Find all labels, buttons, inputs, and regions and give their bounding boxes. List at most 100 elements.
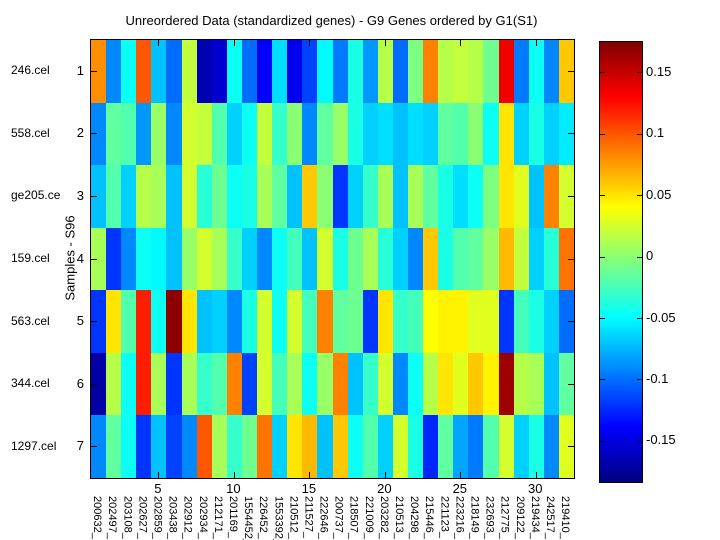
y-axis-tick [91,446,97,448]
heatmap-cell [513,227,529,291]
heatmap-cell [211,227,227,291]
colorbar-tick-label: -0.1 [646,370,669,386]
heatmap-cell [272,415,288,478]
heatmap-cell [272,165,288,228]
y-axis-tick [91,133,97,135]
x-axis-tick [460,472,462,478]
y-axis-tick [91,258,97,260]
heatmap-cell [407,227,424,291]
gene-label: 226452_ [257,496,270,539]
heatmap-cell [513,352,529,416]
heatmap-cell [423,227,439,291]
heatmap-cell [196,102,212,166]
heatmap-cell [513,40,529,103]
heatmap-cell [317,352,333,416]
heatmap-cell [151,290,167,353]
heatmap-cell [151,352,167,416]
gene-label: 210513_ [393,496,406,539]
colorbar-tick [637,195,642,197]
heatmap-cell [181,290,197,353]
y-axis-tick [91,383,97,385]
colorbar-gradient [600,42,642,482]
heatmap-cell [91,415,107,478]
heatmap-cell [287,290,303,353]
heatmap-cell [302,415,318,478]
x-tick-label: 10 [226,481,241,496]
heatmap-cell [166,290,182,353]
heatmap-cell [438,40,454,103]
heatmap-cell [543,165,559,228]
row-tick-label: 4 [76,250,84,266]
heatmap-cell [106,102,122,166]
gene-label: 242517_ [543,496,556,539]
x-axis-tick [309,40,311,46]
heatmap-cell [211,415,227,478]
heatmap-cell [332,102,348,166]
gene-label: 1554452_ [242,496,255,540]
y-axis-tick [568,195,574,197]
gene-label: 202497_ [106,496,119,539]
heatmap-cell [332,415,348,478]
colorbar-tick-label: 0 [646,248,654,264]
heatmap-cell [106,290,122,353]
gene-label: 212775_ [498,496,511,539]
gene-label: 218149_ [468,496,481,539]
heatmap-cell [528,227,544,291]
colorbar-tick [600,318,605,320]
heatmap-cell [257,40,273,103]
heatmap-cell [272,352,288,416]
heatmap-cell [241,102,258,166]
heatmap-cell [151,165,167,228]
heatmap-cell [226,40,242,103]
gene-label: 211527_ [302,496,315,539]
heatmap-cell [347,102,363,166]
heatmap-cell [196,415,212,478]
heatmap-cell [121,352,137,416]
heatmap-cell [332,165,348,228]
x-axis-tick [460,40,462,46]
heatmap-cell [362,227,378,291]
heatmap-cell [483,227,499,291]
heatmap-cell [257,290,273,353]
gene-label: 222646_ [317,496,330,539]
heatmap-cell [423,102,439,166]
heatmap-cell [136,102,152,166]
heatmap-cell [498,415,514,478]
heatmap-cell [106,415,122,478]
x-tick-label: 25 [452,481,468,496]
heatmap-cell [136,227,152,291]
colorbar-tick [600,72,605,74]
colorbar-tick-label: -0.05 [646,309,676,325]
heatmap-cell [257,415,273,478]
heatmap-cell [302,352,318,416]
heatmap-cell [498,227,514,291]
row-tick-label: 1 [76,62,84,78]
heatmap-cell [211,40,227,103]
heatmap-cell [543,415,559,478]
heatmap-cell [136,415,152,478]
y-axis-tick [91,195,97,197]
heatmap-cell [332,352,348,416]
colorbar-tick [600,195,605,197]
colorbar [599,41,643,483]
colorbar-tick [637,72,642,74]
chart-title: Unreordered Data (standardized genes) - … [125,13,538,28]
heatmap-cell [543,40,559,103]
heatmap-cell [332,40,348,103]
heatmap-cell [91,290,107,353]
heatmap-cell [302,102,318,166]
heatmap-cell [438,415,454,478]
heatmap-cell [513,415,529,478]
heatmap-cell [332,290,348,353]
gene-label: 200737_ [332,496,345,539]
heatmap-cell [483,102,499,166]
x-axis-tick [309,472,311,478]
heatmap-cell [528,352,544,416]
heatmap-cell [558,102,574,166]
x-tick-label: 20 [377,481,392,496]
heatmap-cell [392,40,408,103]
heatmap-cell [241,352,258,416]
heatmap-cell [377,102,393,166]
heatmap-cell [196,40,212,103]
